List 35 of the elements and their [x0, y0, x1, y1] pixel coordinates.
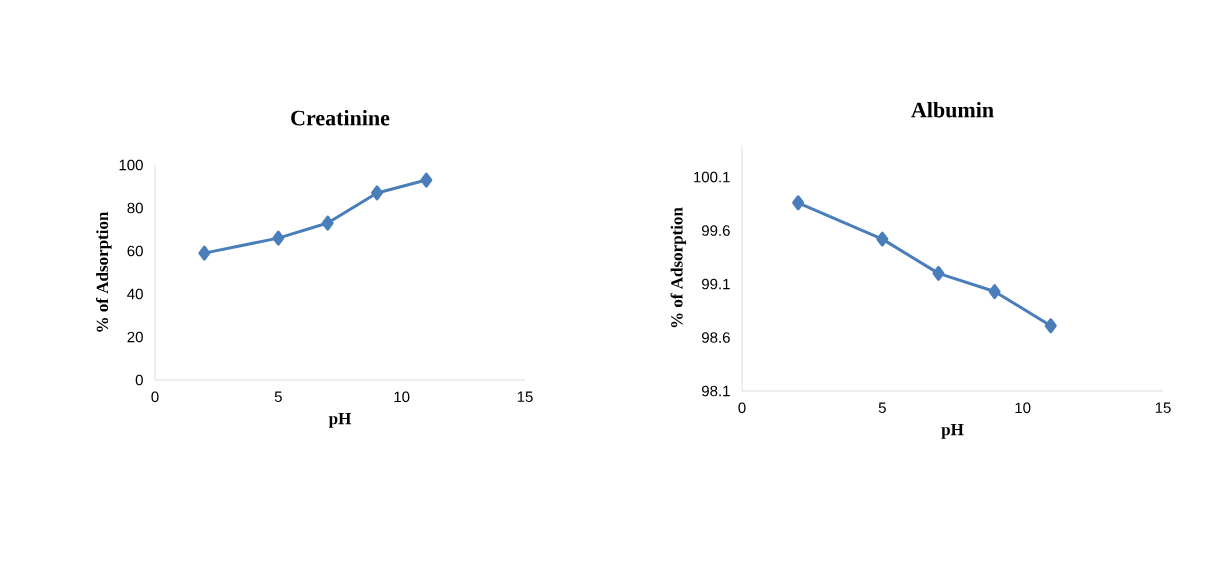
- point: [371, 185, 384, 201]
- y-tick-label: 100.1: [694, 171, 730, 183]
- x-tick-label: 15: [517, 391, 533, 402]
- point: [876, 231, 889, 247]
- x-tick-label: 0: [151, 391, 159, 403]
- x-tick-label: 15: [1155, 402, 1171, 413]
- y-tick-label: 0: [135, 374, 143, 386]
- y-tick-label: 20: [127, 331, 143, 343]
- point: [198, 245, 211, 261]
- y-tick-label: 98.6: [701, 332, 730, 343]
- y-tick-label: 60: [127, 245, 143, 257]
- point: [272, 230, 285, 246]
- x-tick-label: 5: [274, 391, 282, 402]
- y-axis-title: % of Adsorption: [95, 211, 112, 332]
- point: [420, 172, 433, 188]
- y-tick-label: 80: [127, 202, 143, 214]
- y-tick-label: 99.6: [701, 225, 730, 236]
- x-tick-label: 10: [1015, 402, 1031, 414]
- y-tick-label: 100: [119, 159, 143, 171]
- x-axis-title: pH: [941, 424, 964, 439]
- chart-title: Albumin: [911, 101, 994, 118]
- point: [792, 195, 805, 211]
- x-tick-label: 0: [738, 402, 746, 414]
- point: [932, 265, 945, 281]
- point: [988, 284, 1001, 300]
- x-axis-title: pH: [328, 413, 352, 428]
- point: [1044, 318, 1057, 334]
- y-tick-label: 98.1: [701, 385, 730, 397]
- point: [321, 215, 334, 231]
- y-tick-label: 99.1: [701, 278, 730, 290]
- y-axis-title: % of Adsorption: [670, 207, 687, 328]
- x-tick-label: 5: [878, 402, 886, 413]
- y-tick-label: 40: [127, 288, 143, 300]
- chart-title: Creatinine: [291, 109, 390, 126]
- x-tick-label: 10: [394, 391, 410, 403]
